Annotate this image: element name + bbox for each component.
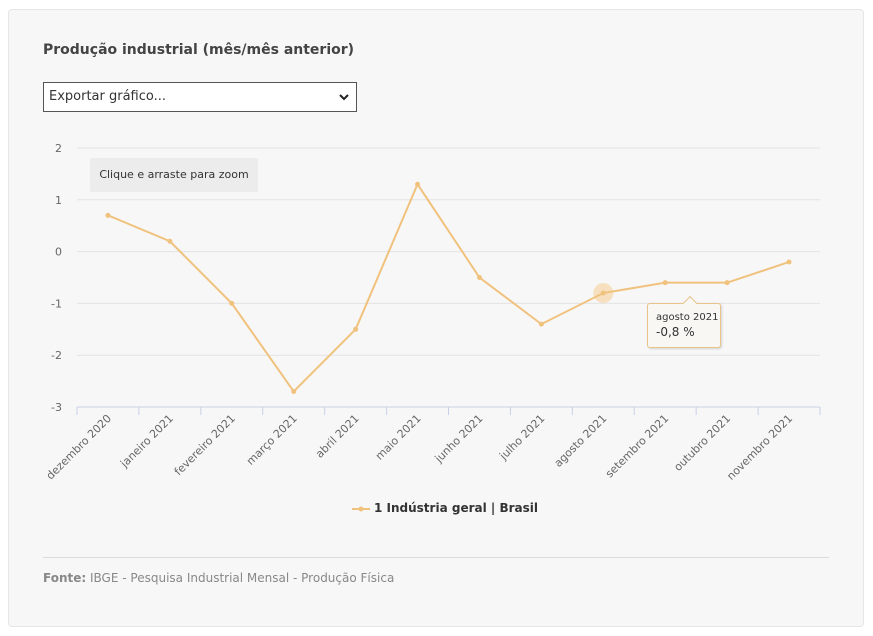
- legend-marker: [352, 506, 370, 512]
- data-point: [415, 181, 421, 187]
- export-select-value: Exportar gráfico...: [49, 89, 167, 104]
- y-tick-label: 0: [55, 246, 62, 259]
- data-point: [476, 275, 482, 280]
- data-point: [353, 326, 359, 332]
- data-point: [105, 212, 111, 218]
- chart-legend[interactable]: 1 Indústria geral | Brasil: [352, 500, 538, 518]
- x-tick-label: dezembro 2020: [44, 412, 114, 482]
- y-tick-label: 1: [55, 194, 62, 207]
- series-line: [107, 182, 790, 394]
- zoom-hint: Clique e arraste para zoom: [90, 158, 258, 192]
- x-tick-label: março 2021: [244, 412, 300, 468]
- x-tick-label: agosto 2021: [552, 412, 610, 470]
- x-tick-label: janeiro 2021: [117, 412, 176, 471]
- data-point: [724, 280, 730, 286]
- x-tick-label: julho 2021: [496, 412, 547, 463]
- x-tick-label: setembro 2021: [603, 412, 671, 480]
- data-point: [291, 388, 297, 394]
- source-text: IBGE - Pesquisa Industrial Mensal - Prod…: [90, 571, 395, 585]
- x-tick-label: junho 2021: [432, 412, 486, 466]
- data-point: [600, 290, 606, 296]
- x-tick-label: novembro 2021: [724, 412, 795, 483]
- y-tick-label: -3: [51, 401, 62, 414]
- export-chart-select[interactable]: Exportar gráfico...: [43, 82, 357, 112]
- tooltip-date: agosto 2021: [656, 312, 719, 323]
- source-note: Fonte: IBGE - Pesquisa Industrial Mensal…: [43, 571, 394, 585]
- chart-title: Produção industrial (mês/mês anterior): [43, 42, 355, 58]
- data-point: [538, 321, 544, 327]
- data-point: [662, 280, 668, 286]
- chevron-down-icon: [339, 94, 349, 101]
- data-point: [786, 259, 792, 265]
- legend-label: 1 Indústria geral | Brasil: [374, 501, 538, 515]
- tooltip-value: -0,8 %: [656, 325, 695, 339]
- x-tick-label: outubro 2021: [671, 412, 733, 474]
- source-label: Fonte:: [43, 571, 87, 585]
- data-point: [167, 238, 173, 244]
- y-tick-label: -2: [51, 349, 62, 362]
- data-tooltip: agosto 2021 -0,8 %: [647, 295, 721, 348]
- x-tick-label: maio 2021: [373, 412, 424, 463]
- x-tick-label: fevereiro 2021: [172, 412, 238, 478]
- divider: [43, 557, 829, 558]
- data-point: [229, 300, 235, 306]
- chart-card: [8, 9, 864, 627]
- y-tick-label: -1: [51, 297, 62, 310]
- x-tick-label: abril 2021: [313, 412, 362, 461]
- y-tick-label: 2: [55, 142, 62, 155]
